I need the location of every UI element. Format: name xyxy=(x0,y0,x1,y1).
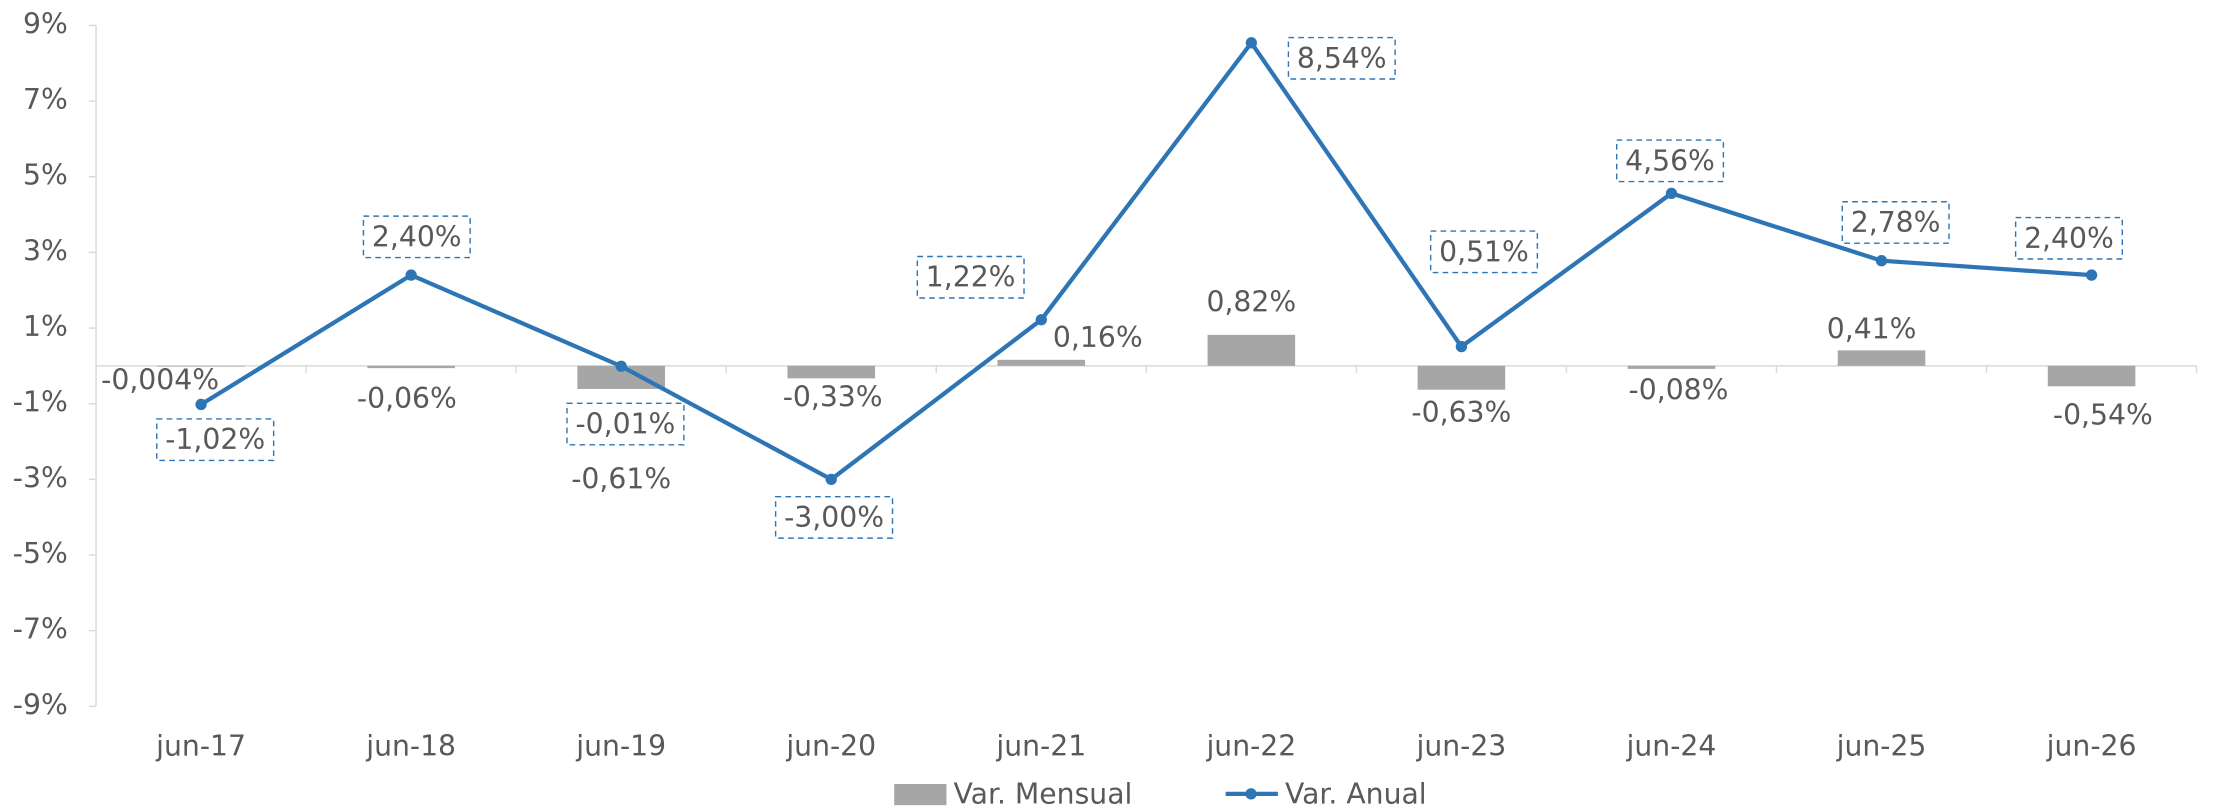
bar xyxy=(367,365,455,369)
y-tick-label: -9% xyxy=(13,688,68,721)
x-tick-label: jun-17 xyxy=(155,729,246,762)
y-tick-label: -3% xyxy=(13,461,68,494)
line-point xyxy=(405,269,417,281)
data-label: 0,41% xyxy=(1827,313,1917,346)
line-point xyxy=(1875,255,1888,267)
data-label: -0,63% xyxy=(1411,396,1511,429)
data-label: 4,56% xyxy=(1625,144,1715,177)
line-point xyxy=(195,398,207,411)
data-label: -0,08% xyxy=(1629,373,1729,406)
bar xyxy=(997,359,1086,366)
y-tick-label: -1% xyxy=(13,386,68,419)
bar xyxy=(787,365,876,379)
line-point xyxy=(1665,187,1678,200)
line-point xyxy=(1245,37,1258,49)
y-tick-label: 7% xyxy=(23,83,68,116)
line-point xyxy=(615,360,627,372)
line-point xyxy=(1455,340,1468,353)
data-label: -0,01% xyxy=(575,408,675,441)
y-tick-label: -5% xyxy=(13,537,68,570)
x-tick-label: jun-24 xyxy=(1626,729,1717,762)
y-tick-label: -7% xyxy=(13,613,68,646)
label-box xyxy=(1429,230,1539,274)
label-box xyxy=(1841,201,1950,244)
bar xyxy=(157,365,245,367)
line-point xyxy=(1035,314,1047,326)
legend-label: Var. Mensual xyxy=(954,777,1133,809)
x-tick-label: jun-18 xyxy=(365,729,456,762)
y-tick-label: 9% xyxy=(23,7,68,40)
y-tick-label: 3% xyxy=(23,234,68,267)
data-label: 8,54% xyxy=(1297,42,1387,75)
bar xyxy=(1627,365,1716,369)
x-tick-label: jun-26 xyxy=(2046,729,2137,762)
bar xyxy=(1837,350,1926,366)
data-label: -0,004% xyxy=(101,363,219,396)
data-label: 0,51% xyxy=(1439,235,1529,268)
label-box xyxy=(1615,139,1725,183)
x-tick-label: jun-23 xyxy=(1415,729,1506,762)
plot: -9% -7% -5% -3% -1% 1% 3% 5% 7% 9% jun-17 jun-18 jun… xyxy=(13,7,2198,809)
label-box xyxy=(362,215,471,259)
data-label: -1,02% xyxy=(165,423,265,456)
y-tick-label: 5% xyxy=(23,159,68,192)
label-box xyxy=(2014,216,2124,260)
x-tick-label: jun-21 xyxy=(995,729,1086,762)
bar xyxy=(577,365,665,389)
data-label: 0,16% xyxy=(1053,321,1143,354)
line-point xyxy=(825,473,837,485)
data-label: 2,40% xyxy=(372,220,462,253)
data-label: -3,00% xyxy=(784,501,884,534)
data-label: 2,40% xyxy=(2024,222,2114,255)
x-tick-label: jun-19 xyxy=(575,729,666,762)
data-label: -0,33% xyxy=(783,380,883,413)
line-point xyxy=(2085,269,2098,281)
bar xyxy=(1417,365,1506,390)
bar xyxy=(2047,365,2136,387)
x-tick-label: jun-22 xyxy=(1205,729,1296,762)
data-label: -0,06% xyxy=(357,382,457,415)
label-box xyxy=(916,255,1025,299)
data-label: -0,54% xyxy=(2053,399,2153,432)
x-tick-label: jun-20 xyxy=(785,729,876,762)
data-label: -0,61% xyxy=(571,462,671,495)
data-label: 1,22% xyxy=(926,261,1016,294)
data-label: 0,82% xyxy=(1206,286,1296,319)
label-box xyxy=(1287,36,1396,80)
y-tick-label: 1% xyxy=(23,310,68,343)
data-label: 2,78% xyxy=(1851,206,1941,239)
legend-swatch xyxy=(1245,788,1257,800)
bar xyxy=(1207,334,1296,366)
legend-label: Var. Anual xyxy=(1285,777,1427,809)
line xyxy=(199,39,2092,482)
legend-swatch xyxy=(894,783,947,806)
x-tick-label: jun-25 xyxy=(1836,729,1927,762)
